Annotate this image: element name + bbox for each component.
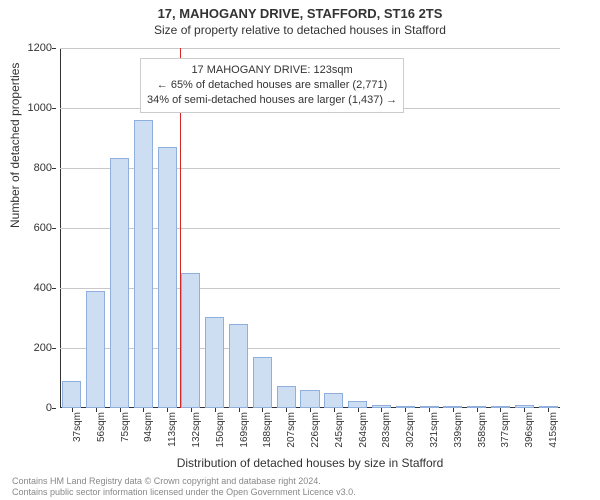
x-tick-mark <box>334 408 335 412</box>
x-tick-label: 188sqm <box>262 412 273 448</box>
x-tick-mark <box>453 408 454 412</box>
y-tick-label: 400 <box>2 282 52 294</box>
x-tick-label: 245sqm <box>334 412 345 448</box>
y-tick-mark <box>52 168 56 169</box>
histogram-bar <box>277 386 296 409</box>
histogram-bar <box>110 158 129 409</box>
x-tick-label: 396sqm <box>524 412 535 448</box>
x-tick-label: 207sqm <box>286 412 297 448</box>
y-tick-label: 800 <box>2 162 52 174</box>
histogram-plot: 17 MAHOGANY DRIVE: 123sqm← 65% of detach… <box>60 48 560 408</box>
x-tick-mark <box>429 408 430 412</box>
footer-line-2: Contains public sector information licen… <box>12 487 356 498</box>
footer-attribution: Contains HM Land Registry data © Crown c… <box>12 476 356 498</box>
y-tick-mark <box>52 348 56 349</box>
x-tick-mark <box>358 408 359 412</box>
x-tick-mark <box>500 408 501 412</box>
x-tick-label: 415sqm <box>548 412 559 448</box>
x-tick-mark <box>524 408 525 412</box>
histogram-bar <box>205 317 224 409</box>
x-tick-label: 37sqm <box>72 412 83 442</box>
y-tick-label: 200 <box>2 342 52 354</box>
x-tick-label: 75sqm <box>120 412 131 442</box>
y-tick-mark <box>52 228 56 229</box>
x-tick-label: 339sqm <box>453 412 464 448</box>
x-tick-mark <box>310 408 311 412</box>
histogram-bar <box>229 324 248 408</box>
annotation-line-2: ← 65% of detached houses are smaller (2,… <box>147 78 397 93</box>
x-tick-mark <box>286 408 287 412</box>
y-tick-label: 0 <box>2 402 52 414</box>
x-tick-mark <box>548 408 549 412</box>
histogram-bar <box>253 357 272 408</box>
histogram-bar <box>324 393 343 408</box>
x-tick-label: 113sqm <box>167 412 178 447</box>
annotation-box: 17 MAHOGANY DRIVE: 123sqm← 65% of detach… <box>140 58 404 113</box>
x-tick-label: 321sqm <box>429 412 440 448</box>
x-tick-label: 150sqm <box>215 412 226 448</box>
footer-line-1: Contains HM Land Registry data © Crown c… <box>12 476 356 487</box>
y-axis: 020040060080010001200 <box>0 48 56 408</box>
x-tick-mark <box>405 408 406 412</box>
y-tick-mark <box>52 48 56 49</box>
x-tick-mark <box>96 408 97 412</box>
x-tick-mark <box>143 408 144 412</box>
y-tick-label: 1200 <box>2 42 52 54</box>
x-tick-label: 264sqm <box>358 412 369 448</box>
x-tick-mark <box>215 408 216 412</box>
page-subtitle: Size of property relative to detached ho… <box>0 21 600 37</box>
x-tick-mark <box>381 408 382 412</box>
x-tick-label: 283sqm <box>381 412 392 448</box>
annotation-line-1: 17 MAHOGANY DRIVE: 123sqm <box>147 63 397 78</box>
histogram-bar <box>134 120 153 408</box>
histogram-bar <box>62 381 81 408</box>
x-tick-label: 56sqm <box>96 412 107 442</box>
x-tick-label: 358sqm <box>477 412 488 448</box>
x-tick-label: 94sqm <box>143 412 154 442</box>
x-tick-mark <box>262 408 263 412</box>
x-tick-label: 226sqm <box>310 412 321 448</box>
page-title: 17, MAHOGANY DRIVE, STAFFORD, ST16 2TS <box>0 0 600 21</box>
x-tick-mark <box>191 408 192 412</box>
histogram-bar <box>86 291 105 408</box>
y-tick-mark <box>52 108 56 109</box>
x-tick-label: 169sqm <box>239 412 250 448</box>
x-tick-mark <box>72 408 73 412</box>
y-tick-label: 1000 <box>2 102 52 114</box>
histogram-bar <box>348 401 367 409</box>
x-tick-label: 132sqm <box>191 412 202 448</box>
x-tick-mark <box>167 408 168 412</box>
x-tick-mark <box>239 408 240 412</box>
y-tick-label: 600 <box>2 222 52 234</box>
histogram-bar <box>300 390 319 408</box>
y-tick-mark <box>52 288 56 289</box>
histogram-bar <box>181 273 200 408</box>
x-tick-label: 377sqm <box>500 412 511 448</box>
x-tick-mark <box>120 408 121 412</box>
x-tick-mark <box>477 408 478 412</box>
grid-line <box>60 48 560 49</box>
x-tick-label: 302sqm <box>405 412 416 448</box>
histogram-bar <box>158 147 177 408</box>
y-tick-mark <box>52 408 56 409</box>
x-axis: 37sqm 56sqm 75sqm 94sqm 113sqm 132sqm 150sqm 16… <box>60 408 560 460</box>
annotation-line-3: 34% of semi-detached houses are larger (… <box>147 93 397 108</box>
x-axis-label: Distribution of detached houses by size … <box>60 456 560 470</box>
